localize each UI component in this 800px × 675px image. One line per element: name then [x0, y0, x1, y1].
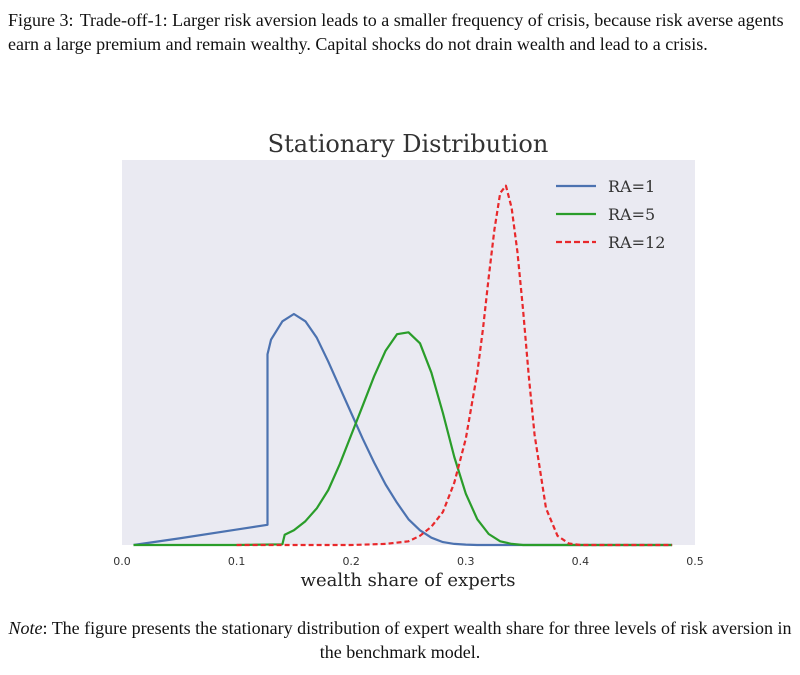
legend-label: RA=12 — [608, 233, 665, 252]
figure-caption: Figure 3: Trade-off-1: Larger risk avers… — [8, 8, 792, 56]
x-tick-label: 0.3 — [457, 555, 475, 568]
x-tick-labels: 0.0 0.1 0.2 0.3 0.4 0.5 — [113, 555, 704, 568]
x-tick-label: 0.2 — [342, 555, 360, 568]
figure-note: Note: The figure presents the stationary… — [0, 616, 800, 664]
legend-label: RA=1 — [608, 177, 655, 196]
series-lines — [133, 184, 673, 547]
note-label: Note — [8, 618, 43, 638]
x-axis-label: wealth share of experts — [301, 570, 516, 591]
note-text: : The figure presents the stationary dis… — [42, 618, 792, 662]
x-tick-label: 0.1 — [228, 555, 246, 568]
x-tick-label: 0.5 — [686, 555, 704, 568]
series-line-ra-5 — [133, 331, 673, 547]
legend-label: RA=5 — [608, 205, 655, 224]
caption-text: Trade-off-1: Larger risk aversion leads … — [8, 10, 784, 54]
legend: RA=1 RA=5 RA=12 — [556, 177, 665, 252]
stationary-distribution-chart: Stationary Distribution 0.0 0.1 0.2 0.3 0.4 0… — [113, 130, 704, 591]
x-tick-label: 0.4 — [572, 555, 590, 568]
plot-area — [122, 160, 695, 545]
chart-title: Stationary Distribution — [268, 130, 549, 158]
figure-label: Figure 3: — [8, 10, 74, 30]
series-line-ra-12 — [236, 184, 673, 547]
series-line-ra-1 — [133, 312, 673, 547]
x-tick-label: 0.0 — [113, 555, 131, 568]
